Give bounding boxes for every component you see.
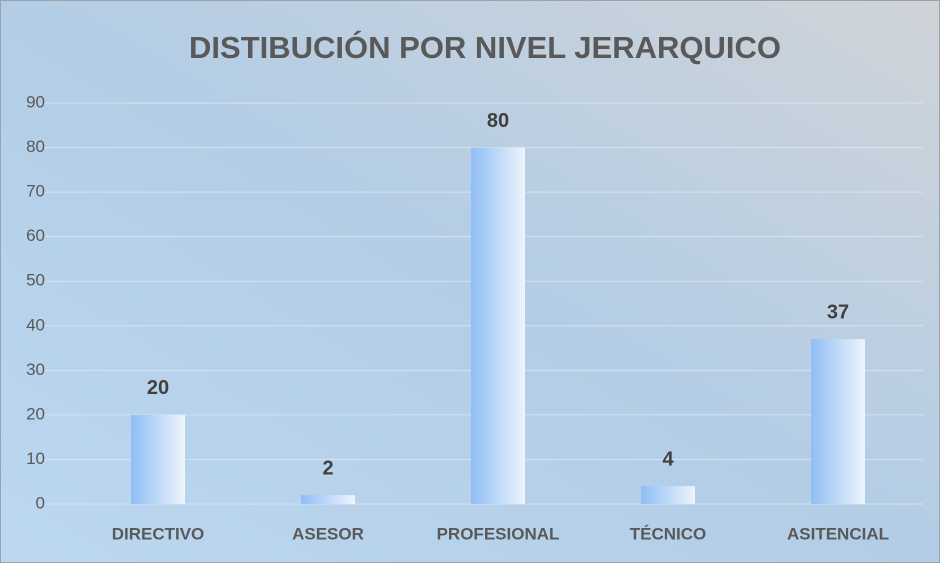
y-tick-label: 70 (26, 182, 45, 201)
y-tick-label: 30 (26, 360, 45, 379)
x-tick-label: TÉCNICO (630, 524, 707, 543)
x-tick-label: ASESOR (292, 524, 364, 543)
bar (301, 495, 355, 504)
y-tick-label: 80 (26, 137, 45, 156)
bar (471, 147, 525, 505)
y-tick-label: 10 (26, 449, 45, 468)
data-label: 37 (827, 301, 849, 323)
y-tick-label: 40 (26, 315, 45, 334)
y-tick-label: 50 (26, 271, 45, 290)
y-tick-label: 60 (26, 226, 45, 245)
y-tick-label: 20 (26, 404, 45, 423)
bar (131, 414, 185, 504)
data-label: 4 (662, 448, 674, 470)
bar (641, 486, 695, 504)
data-label: 2 (322, 457, 333, 479)
bar (811, 339, 865, 504)
data-label: 80 (487, 110, 509, 132)
y-tick-label: 0 (36, 493, 45, 512)
data-label: 20 (147, 377, 169, 399)
x-tick-label: DIRECTIVO (112, 524, 205, 543)
x-tick-label: ASITENCIAL (787, 524, 889, 543)
chart-title: DISTIBUCIÓN POR NIVEL JERARQUICO (189, 29, 781, 65)
x-tick-label: PROFESIONAL (437, 524, 560, 543)
y-tick-label: 90 (26, 92, 45, 111)
